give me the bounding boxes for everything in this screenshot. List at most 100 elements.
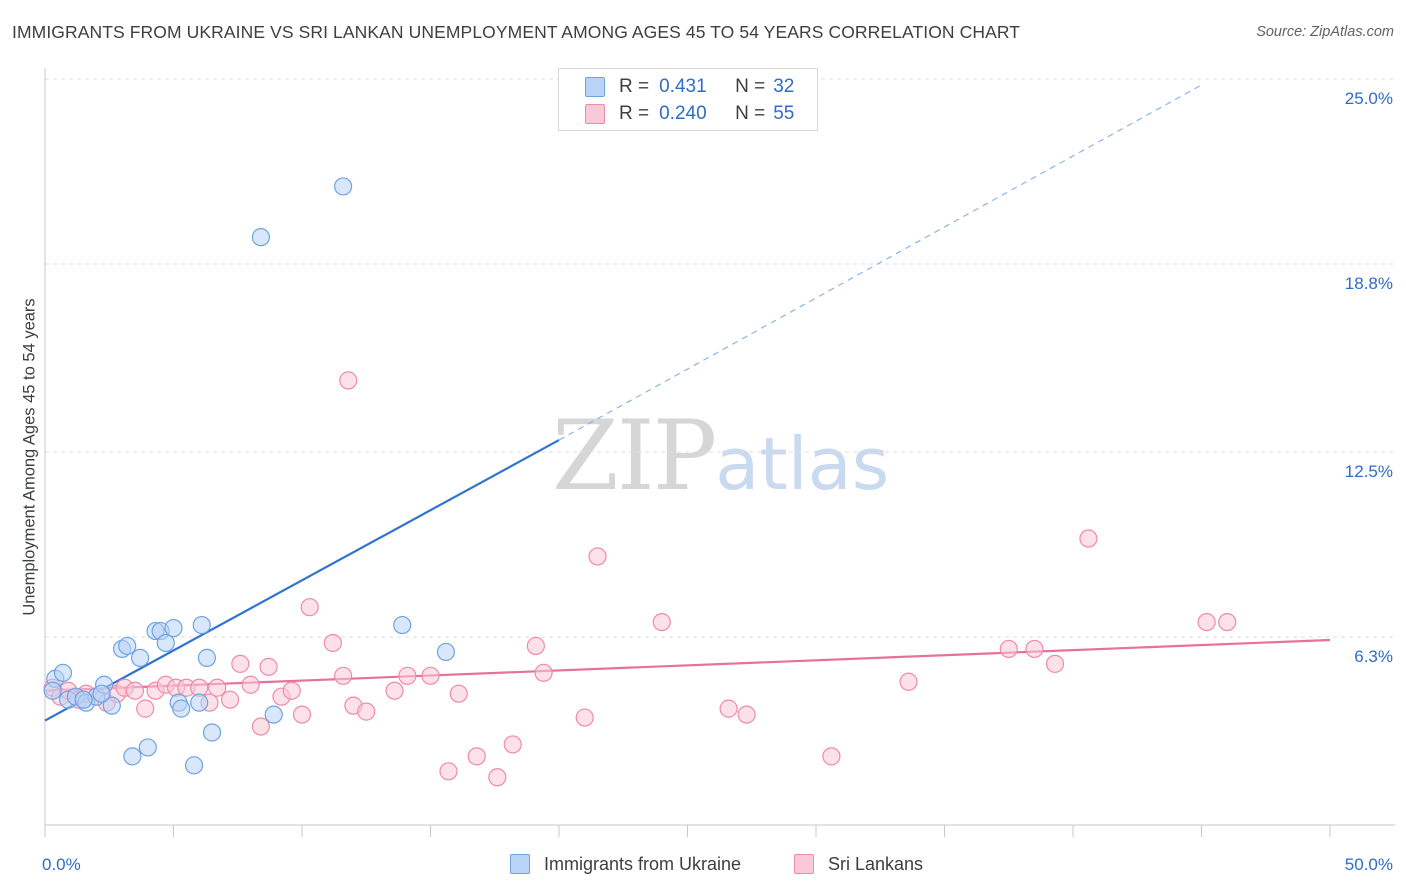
ukraine-point: [138, 738, 157, 757]
ukraine-point: [251, 228, 270, 247]
legend-n-value: 55: [773, 103, 795, 124]
sri-lankans-point: [357, 702, 376, 721]
sri-lankans-point: [503, 735, 522, 754]
axes: [44, 68, 1395, 837]
watermark-atlas: atlas: [715, 422, 890, 506]
sri-lankans-points: [43, 371, 1237, 787]
y-tick-label: 25.0%: [1345, 89, 1393, 108]
sri-lankans-point: [719, 699, 738, 718]
ukraine-trend-line: [44, 439, 560, 722]
ukraine-points: [43, 177, 456, 775]
y-tick-label: 12.5%: [1345, 462, 1393, 481]
sri-lankans-point: [822, 747, 841, 766]
ukraine-point: [184, 756, 204, 775]
legend-r-value: 0.240: [659, 103, 707, 124]
sri-lankans-point: [575, 708, 594, 727]
sri-lankans-point: [300, 598, 319, 617]
bottom-legend-swatch-blue: [510, 854, 530, 874]
watermark-zip: ZIP: [552, 400, 717, 512]
ukraine-point: [334, 177, 353, 196]
ukraine-point: [202, 723, 222, 742]
bottom-legend-label: Sri Lankans: [828, 853, 924, 874]
sri-lankans-point: [136, 699, 155, 718]
sri-lankans-point: [1045, 654, 1065, 673]
ukraine-point: [264, 705, 283, 724]
sri-lankans-point: [467, 747, 486, 766]
sri-lankans-point: [259, 657, 278, 676]
ukraine-point: [164, 618, 183, 638]
legend-row-ukraine: R = 0.431 N = 32: [585, 75, 794, 99]
x-tick-label-min: 0.0%: [42, 855, 81, 874]
sri-lankans-point: [208, 678, 227, 697]
sri-lankans-point: [292, 705, 312, 724]
sri-lankans-point: [488, 768, 507, 787]
sri-lankans-point: [241, 675, 260, 694]
sri-lankans-point: [220, 690, 240, 709]
sri-lankans-point: [1025, 639, 1044, 659]
ukraine-point: [393, 615, 412, 635]
sri-lankans-point: [449, 684, 468, 703]
ukraine-point: [53, 663, 73, 682]
ukraine-point: [123, 747, 142, 766]
ukraine-point: [172, 699, 191, 718]
ukraine-point: [74, 690, 93, 709]
legend-swatch-blue: [585, 77, 605, 97]
ukraine-point: [130, 648, 150, 667]
legend-n-label: N =: [735, 103, 766, 124]
sri-lankans-point: [334, 666, 353, 685]
legend-swatch-pink: [585, 104, 605, 124]
ukraine-point: [190, 693, 209, 712]
sri-lankans-point: [421, 666, 440, 685]
tick-labels: 6.3% 12.5% 18.8% 25.0% 0.0% 50.0%: [42, 89, 1393, 874]
sri-lankans-point: [323, 633, 342, 653]
trend-lines: [44, 84, 1331, 722]
sri-lankans-point: [231, 654, 250, 673]
sri-lankans-point: [282, 681, 301, 700]
y-tick-label: 6.3%: [1354, 647, 1393, 666]
sri-lankans-point: [534, 663, 553, 682]
bottom-legend-swatch-pink: [794, 854, 814, 874]
ukraine-trend-extension: [558, 84, 1202, 441]
bottom-legend-ukraine: Immigrants from Ukraine: [510, 852, 741, 876]
legend-r-label: R =: [619, 103, 650, 124]
sri-lankans-point: [1197, 612, 1216, 632]
ukraine-point: [118, 636, 137, 656]
ukraine-point: [92, 684, 111, 703]
legend-r-label: R =: [619, 76, 650, 97]
y-axis-label: Unemployment Among Ages 45 to 54 years: [20, 298, 39, 616]
sri-lankans-point: [385, 681, 404, 700]
sri-lankans-point: [439, 762, 458, 781]
correlation-legend: R = 0.431 N = 32 R = 0.240 N = 55: [558, 68, 818, 131]
legend-row-sri-lankans: R = 0.240 N = 55: [585, 102, 794, 126]
sri-lankans-point: [1218, 612, 1237, 632]
sri-lankans-point: [999, 639, 1018, 659]
ukraine-point: [102, 696, 121, 715]
y-tick-label: 18.8%: [1345, 274, 1393, 293]
sri-lankans-point: [588, 547, 607, 566]
source-credit: Source: ZipAtlas.com: [1256, 24, 1394, 40]
legend-n-value: 32: [773, 76, 795, 97]
ukraine-point: [43, 681, 62, 700]
bottom-legend-sri-lankans: Sri Lankans: [794, 852, 923, 876]
sri-lankans-point: [398, 666, 417, 685]
sri-lankans-point: [526, 636, 545, 656]
grid-lines: [45, 78, 1395, 638]
sri-lankans-point: [125, 681, 145, 700]
x-tick-label-max: 50.0%: [1345, 855, 1393, 874]
sri-lankans-point: [251, 717, 270, 736]
ukraine-point: [436, 642, 456, 662]
legend-n-label: N =: [735, 76, 766, 97]
ukraine-point: [156, 633, 175, 653]
chart-title: IMMIGRANTS FROM UKRAINE VS SRI LANKAN UN…: [12, 22, 1021, 42]
sri-lankans-point: [1079, 529, 1098, 548]
sri-lankans-point: [339, 371, 358, 390]
ukraine-point: [197, 648, 217, 667]
zipatlas-watermark: ZIPatlas: [552, 400, 889, 512]
bottom-legend-label: Immigrants from Ukraine: [544, 853, 742, 874]
sri-lankans-point: [899, 672, 918, 691]
legend-r-value: 0.431: [659, 76, 707, 97]
sri-lankans-point: [737, 705, 756, 724]
sri-lankans-point: [652, 612, 671, 632]
ukraine-point: [192, 615, 211, 635]
